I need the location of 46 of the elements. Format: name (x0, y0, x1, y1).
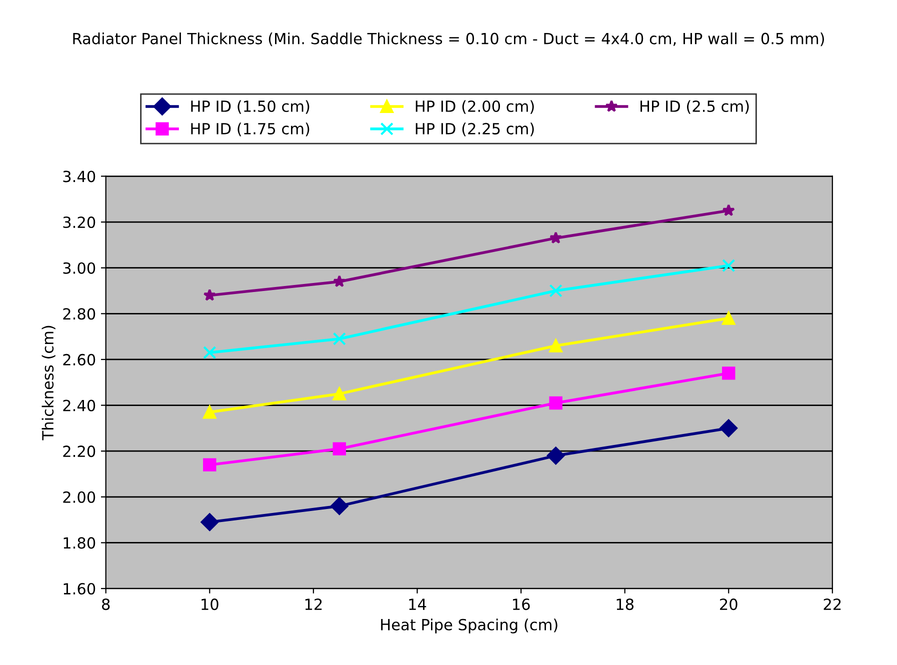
point (203, 406, 216, 419)
chart-title: Radiator Panel Thickness (Min. Saddle Thickness = 0.10 cm - Duct = 4x4.0 cm, HP wall = 0.5 mm) (73, 32, 824, 46)
y-axis-title: Thickness (cm) (42, 326, 56, 440)
y-tick-label: 3.00 (63, 262, 96, 274)
x-tick-label: 12 (305, 598, 322, 610)
legend-label: HP ID (2.25 cm) (416, 122, 534, 136)
point (722, 366, 736, 380)
legend-label: HP ID (2.00 cm) (416, 100, 534, 114)
point (333, 274, 346, 288)
point (720, 419, 738, 438)
point (549, 396, 562, 410)
point (203, 346, 216, 360)
y-tick-label: 1.60 (64, 582, 96, 595)
point (330, 497, 348, 515)
y-tick-label: 2.20 (63, 446, 96, 458)
point (549, 339, 562, 352)
x-tick-label: 14 (409, 598, 426, 610)
point (200, 513, 219, 531)
point (546, 446, 565, 465)
y-tick-label: 1.80 (64, 537, 96, 549)
point (332, 332, 346, 346)
y-tick-label: 2.60 (63, 354, 96, 366)
point (549, 284, 562, 298)
x-tick-label: 22 (824, 598, 841, 610)
y-tick-label: 3.40 (63, 170, 96, 182)
point (203, 458, 216, 472)
y-tick-label: 3.20 (63, 216, 96, 228)
y-tick-label: 2.40 (63, 400, 96, 412)
legend-label: HP ID (1.75 cm) (191, 122, 310, 136)
y-tick-label: 2.80 (63, 308, 96, 320)
point (722, 312, 736, 325)
legend-label: HP ID (2.5 cm) (640, 100, 749, 114)
legend-label: HP ID (1.50 cm) (191, 100, 310, 114)
point (722, 258, 736, 272)
y-tick-label: 2.00 (63, 491, 96, 503)
point (332, 387, 346, 400)
point (549, 231, 562, 244)
x-axis-title: Heat Pipe Spacing (cm) (381, 618, 558, 634)
point (332, 442, 346, 456)
point (203, 288, 216, 301)
x-tick-label: 18 (616, 598, 634, 610)
x-tick-label: 10 (202, 598, 218, 610)
point (722, 204, 735, 216)
x-tick-label: 8 (102, 598, 110, 610)
x-tick-label: 16 (512, 598, 530, 610)
x-tick-label: 20 (720, 598, 738, 610)
